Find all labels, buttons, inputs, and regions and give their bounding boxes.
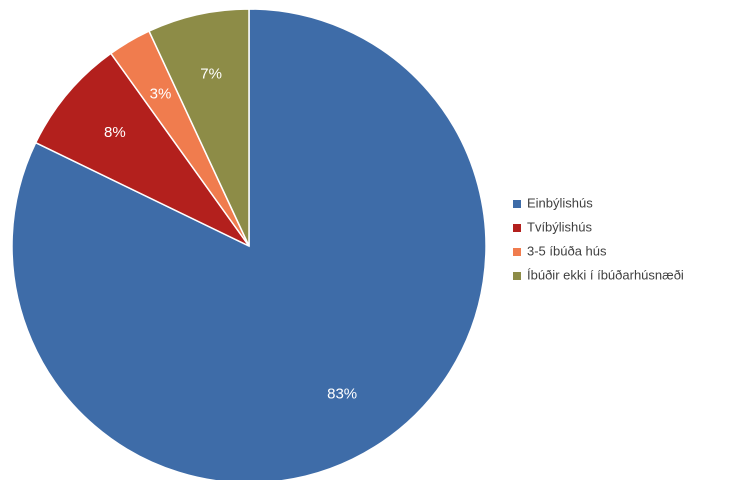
slice-label-ibudir-ekki-i-ibudarhusnaedi: 7% (200, 66, 222, 83)
legend-label-tvibylishus: Tvíbýlishús (527, 219, 593, 234)
legend-swatch-einbylishus (513, 200, 521, 208)
legend-swatch-3-5-ibuda-hus (513, 248, 521, 256)
pie-slice-ibudir-ekki-i-ibudarhusnaedi (148, 8, 250, 247)
slice-label-3-5-ibuda-hus: 3% (150, 86, 172, 103)
legend-swatch-ibudir-ekki-i-ibudarhusnaedi (513, 272, 521, 280)
slice-label-tvibylishus: 8% (104, 124, 126, 141)
pie-slice-tvibylishus (34, 52, 250, 247)
legend-label-ibudir-ekki-i-ibudarhusnaedi: Íbúðir ekki í íbúðarhúsnæði (527, 267, 684, 282)
slice-labels-layer: 83% 8% 3% 7% (104, 66, 357, 403)
legend: Einbýlishús Tvíbýlishús 3-5 íbúða hús Íbúði… (513, 195, 684, 282)
slices-layer (11, 8, 487, 484)
legend-label-einbylishus: Einbýlishús (527, 195, 593, 210)
legend-swatch-tvibylishus (513, 224, 521, 232)
slice-label-einbylishus: 83% (327, 386, 357, 403)
legend-label-3-5-ibuda-hus: 3-5 íbúða hús (527, 243, 607, 258)
